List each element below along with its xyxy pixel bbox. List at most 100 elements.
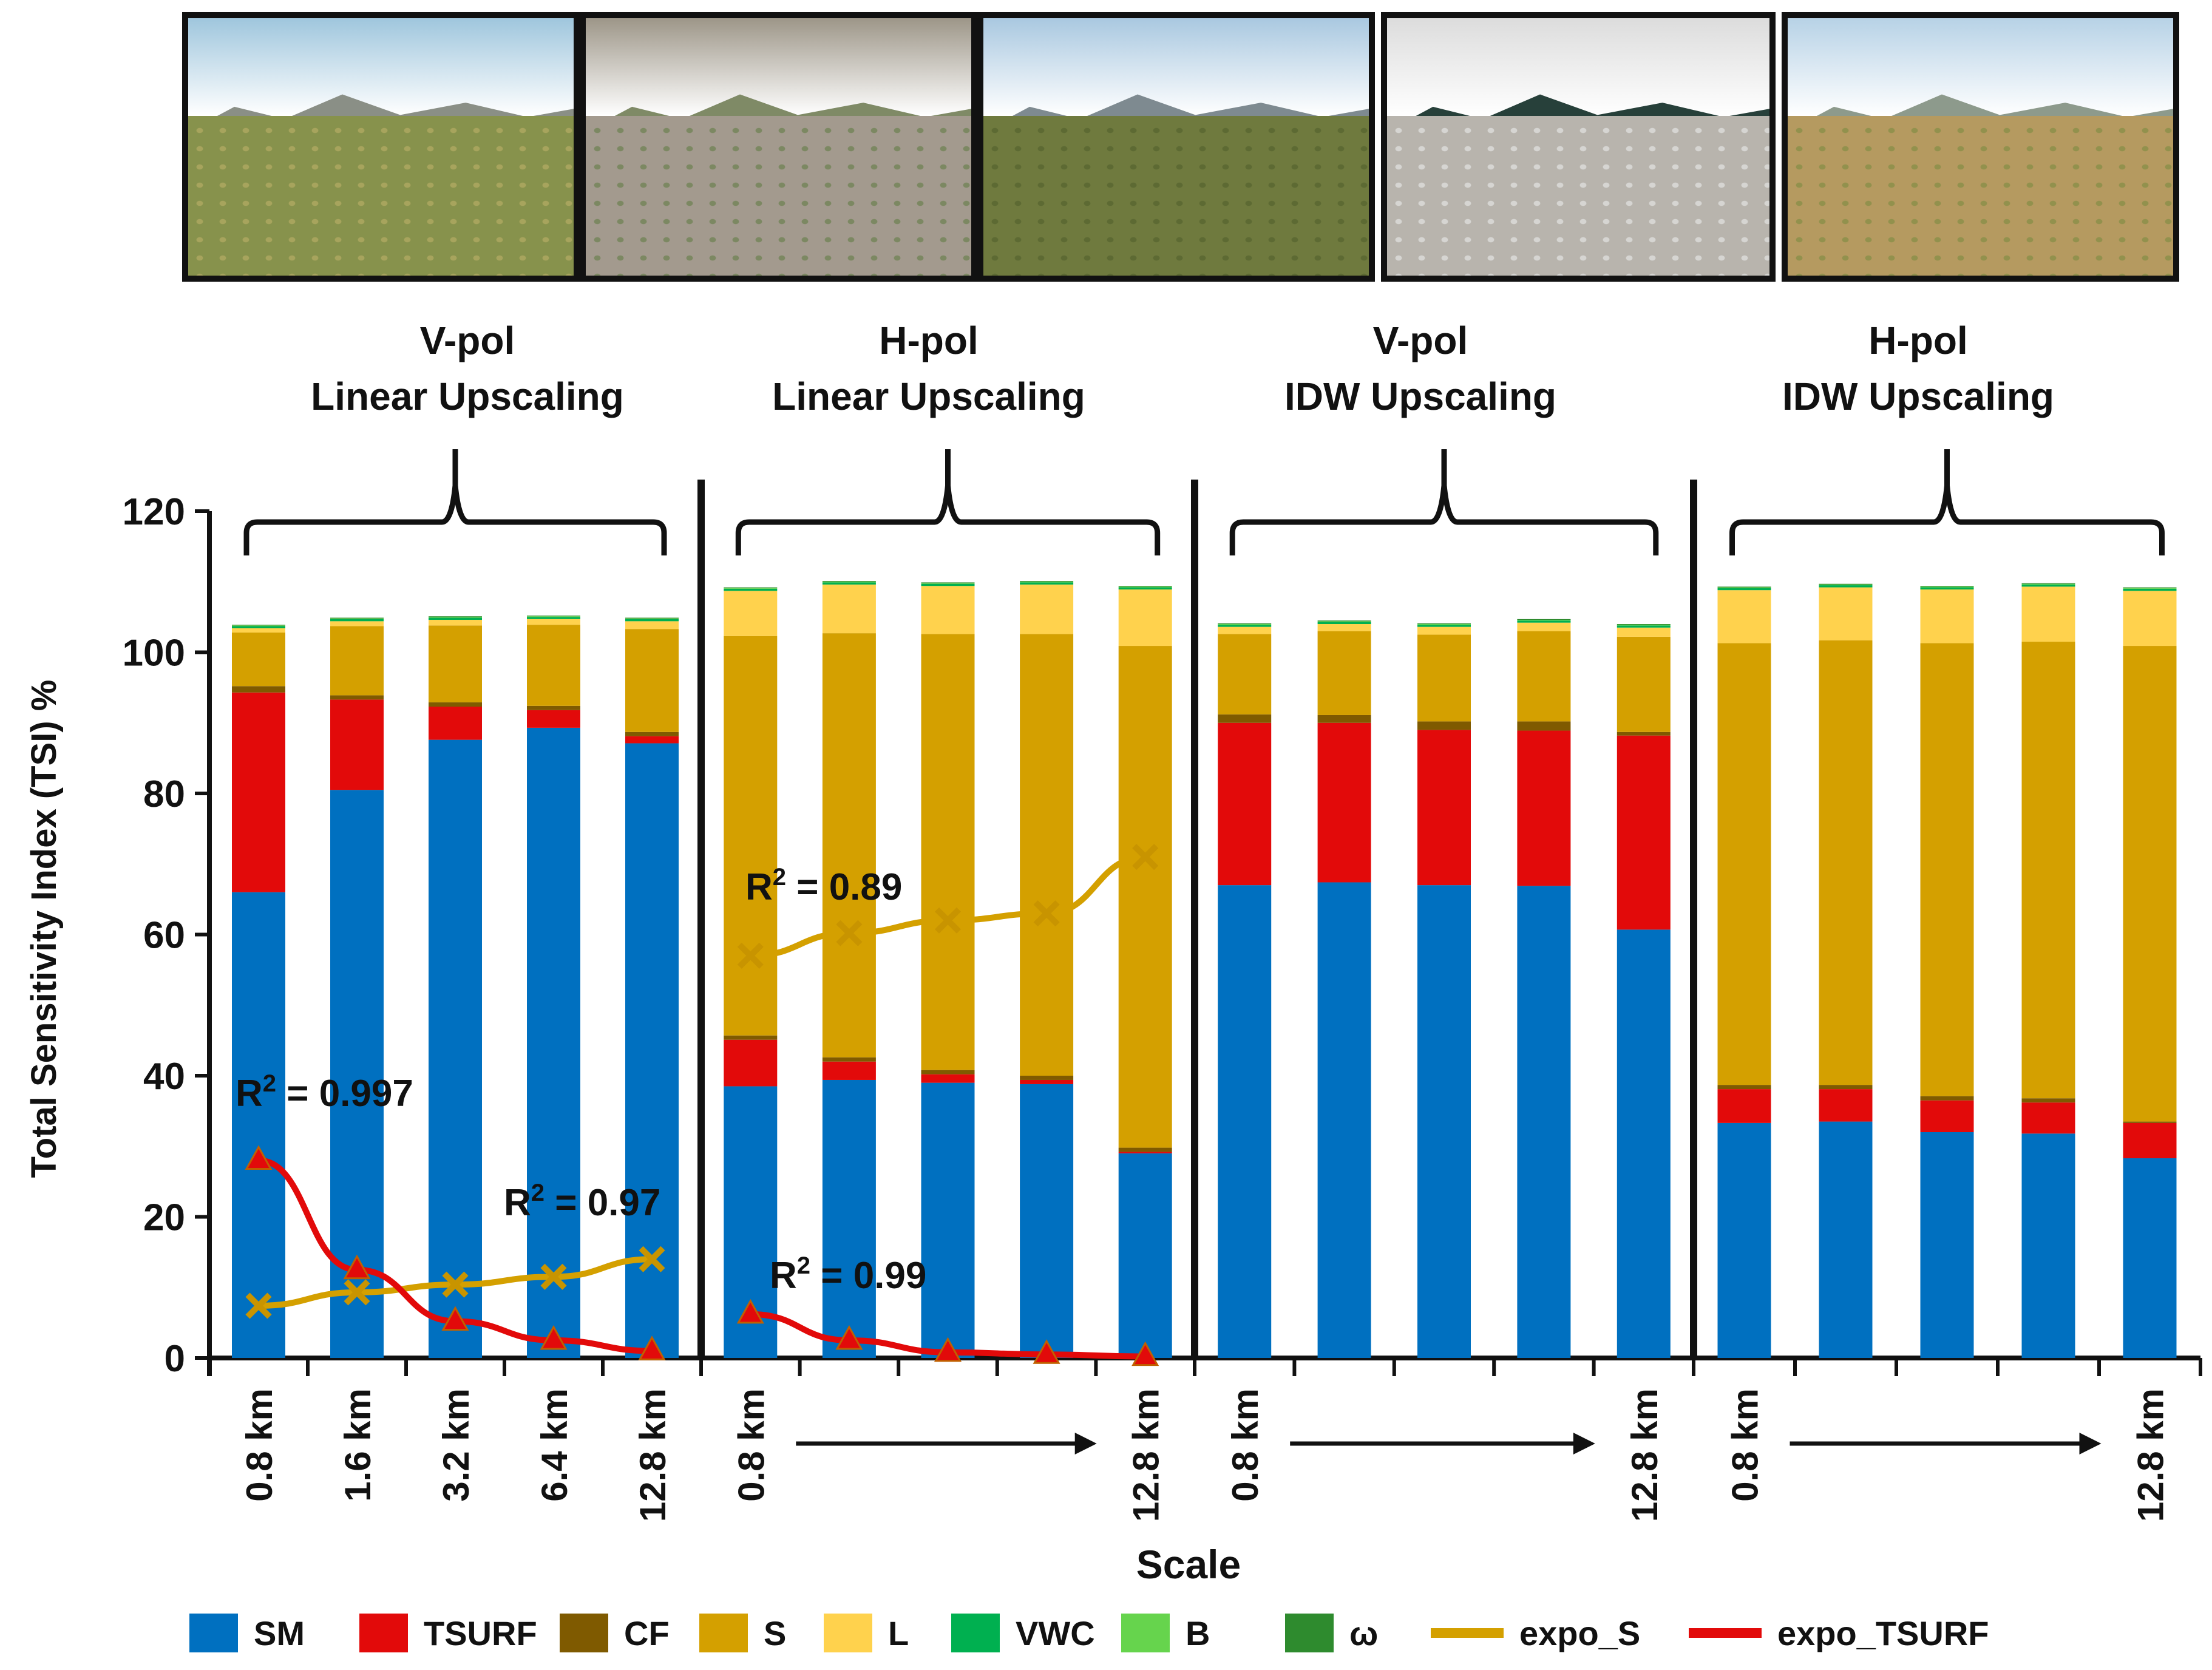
trend-marker-expo-tsurf <box>540 1325 568 1350</box>
legend-item-expo-s: expo_S <box>1431 1606 1640 1660</box>
panel-title-line2: IDW Upscaling <box>1284 375 1557 418</box>
scale-arrow-head <box>2079 1433 2102 1454</box>
bar-segment-sm <box>232 892 285 1358</box>
bar-segment-omega <box>625 617 679 619</box>
y-axis-title: Total Sensitivity Index (TSI) % <box>24 680 64 1178</box>
bar-segment-s <box>1617 636 1671 732</box>
grassland-photo <box>1782 12 2179 282</box>
bar-segment-vwc <box>330 619 384 622</box>
y-tick-label: 100 <box>123 633 185 674</box>
legend-label: B <box>1186 1614 1210 1652</box>
r-squared-label: R2 = 0.99 <box>770 1252 926 1297</box>
bar-segment-s <box>232 632 285 687</box>
legend-swatch <box>699 1614 748 1652</box>
legend-label: TSURF <box>424 1614 537 1652</box>
bar-segment-omega <box>1819 583 1873 585</box>
bar-segment-cf <box>1717 1085 1771 1090</box>
x-axis-title: Scale <box>1136 1542 1241 1587</box>
bar-segment-cf <box>1218 714 1272 723</box>
bar-segment-tsurf <box>1517 730 1571 886</box>
panel-title-line2: IDW Upscaling <box>1782 375 2055 418</box>
trend-line-expo-tsurf <box>258 1157 653 1354</box>
legend-item-b: B <box>1121 1606 1210 1660</box>
trend-marker-expo-tsurf <box>245 1145 273 1170</box>
bar-segment-omega <box>2021 583 2075 584</box>
bar-segment-s <box>1717 643 1771 1085</box>
r-squared-label: R2 = 0.89 <box>745 864 902 908</box>
y-tick-label: 80 <box>143 773 185 815</box>
legend-item-vwc: VWC <box>951 1606 1095 1660</box>
bar-segment-l <box>1317 624 1371 631</box>
group-brace <box>1229 485 1659 555</box>
bar-segment-s <box>429 625 482 703</box>
bar-segment-omega <box>1617 624 1671 625</box>
bar-segment-b <box>2123 588 2177 589</box>
legend-item-l: L <box>824 1606 909 1660</box>
bar-segment-vwc <box>527 617 580 619</box>
bar-segment-vwc <box>2123 588 2177 591</box>
bar-segment-vwc <box>1617 625 1671 628</box>
legend-swatch <box>951 1614 1000 1652</box>
trend-marker-expo-tsurf <box>441 1306 469 1331</box>
bar-segment-b <box>1920 586 1974 588</box>
legend-swatch <box>1121 1614 1170 1652</box>
bar-segment-vwc <box>1819 585 1873 588</box>
bar-segment-b <box>1317 621 1371 622</box>
legend-item-s: S <box>699 1606 786 1660</box>
y-tick-label: 40 <box>143 1056 185 1098</box>
bar-segment-tsurf <box>1717 1089 1771 1123</box>
bar-segment-s <box>1417 634 1471 722</box>
bar-segment-cf <box>1617 731 1671 736</box>
bar-segment-sm <box>2021 1133 2075 1358</box>
trend-marker-expo-s <box>245 1292 272 1319</box>
bar-segment-tsurf <box>1819 1089 1873 1122</box>
bar-segment-cf <box>1819 1085 1873 1090</box>
bar-segment-l <box>330 621 384 626</box>
trend-marker-expo-tsurf <box>934 1337 962 1362</box>
bar-segment-tsurf <box>2123 1122 2177 1159</box>
bar-segment-tsurf <box>1020 1079 1074 1084</box>
bar-segment-omega <box>1317 620 1371 622</box>
x-tick-label: 0.8 km <box>1225 1388 1266 1502</box>
panel-title-line2: Linear Upscaling <box>772 375 1085 418</box>
bar-segment-vwc <box>1717 588 1771 591</box>
bar-segment-tsurf <box>2021 1102 2075 1134</box>
trend-marker-expo-tsurf <box>835 1325 863 1350</box>
group-brace <box>735 485 1161 555</box>
bar-segment-tsurf <box>330 699 384 790</box>
bar-segment-l <box>625 621 679 630</box>
bar-segment-l <box>1517 622 1571 631</box>
panel-title-3: H-pol IDW Upscaling <box>1688 313 2149 424</box>
bar-segment-cf <box>724 1035 778 1040</box>
trend-marker-expo-tsurf <box>343 1254 371 1280</box>
bar-segment-omega <box>330 617 384 619</box>
x-tick-label: 0.8 km <box>239 1388 280 1502</box>
bar-segment-b <box>921 583 975 584</box>
bar-segment-sm <box>527 727 580 1358</box>
bar-segment-cf <box>625 731 679 736</box>
x-tick-label: 12.8 km <box>1126 1388 1167 1522</box>
x-tick-label: 12.8 km <box>2131 1388 2171 1522</box>
legend-item-cf: CF <box>560 1606 670 1660</box>
scale-arrow-head <box>1573 1433 1595 1454</box>
panel-title-0: V-pol Linear Upscaling <box>237 313 698 424</box>
bar-segment-tsurf <box>724 1039 778 1087</box>
bar-segment-cf <box>1317 715 1371 723</box>
y-tick-label: 120 <box>123 491 185 533</box>
bar-segment-l <box>724 591 778 636</box>
bar-segment-cf <box>1517 721 1571 731</box>
bar-segment-sm <box>1020 1084 1074 1358</box>
trend-marker-expo-s <box>737 942 764 969</box>
bar-segment-tsurf <box>527 710 580 728</box>
bar-segment-vwc <box>1020 582 1074 585</box>
trend-marker-expo-s <box>344 1279 370 1306</box>
y-tick-label: 60 <box>143 915 185 957</box>
bar-segment-vwc <box>2021 584 2075 587</box>
legend-label: L <box>888 1614 909 1652</box>
bar-segment-b <box>724 588 778 589</box>
bar-segment-cf <box>1920 1096 1974 1101</box>
bar-segment-s <box>1118 646 1172 1148</box>
radiometer-instrument-photo <box>1381 12 1776 282</box>
legend-label: CF <box>624 1614 670 1652</box>
